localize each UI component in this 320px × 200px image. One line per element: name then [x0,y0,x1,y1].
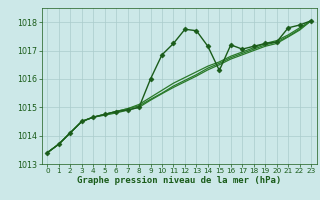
X-axis label: Graphe pression niveau de la mer (hPa): Graphe pression niveau de la mer (hPa) [77,176,281,185]
